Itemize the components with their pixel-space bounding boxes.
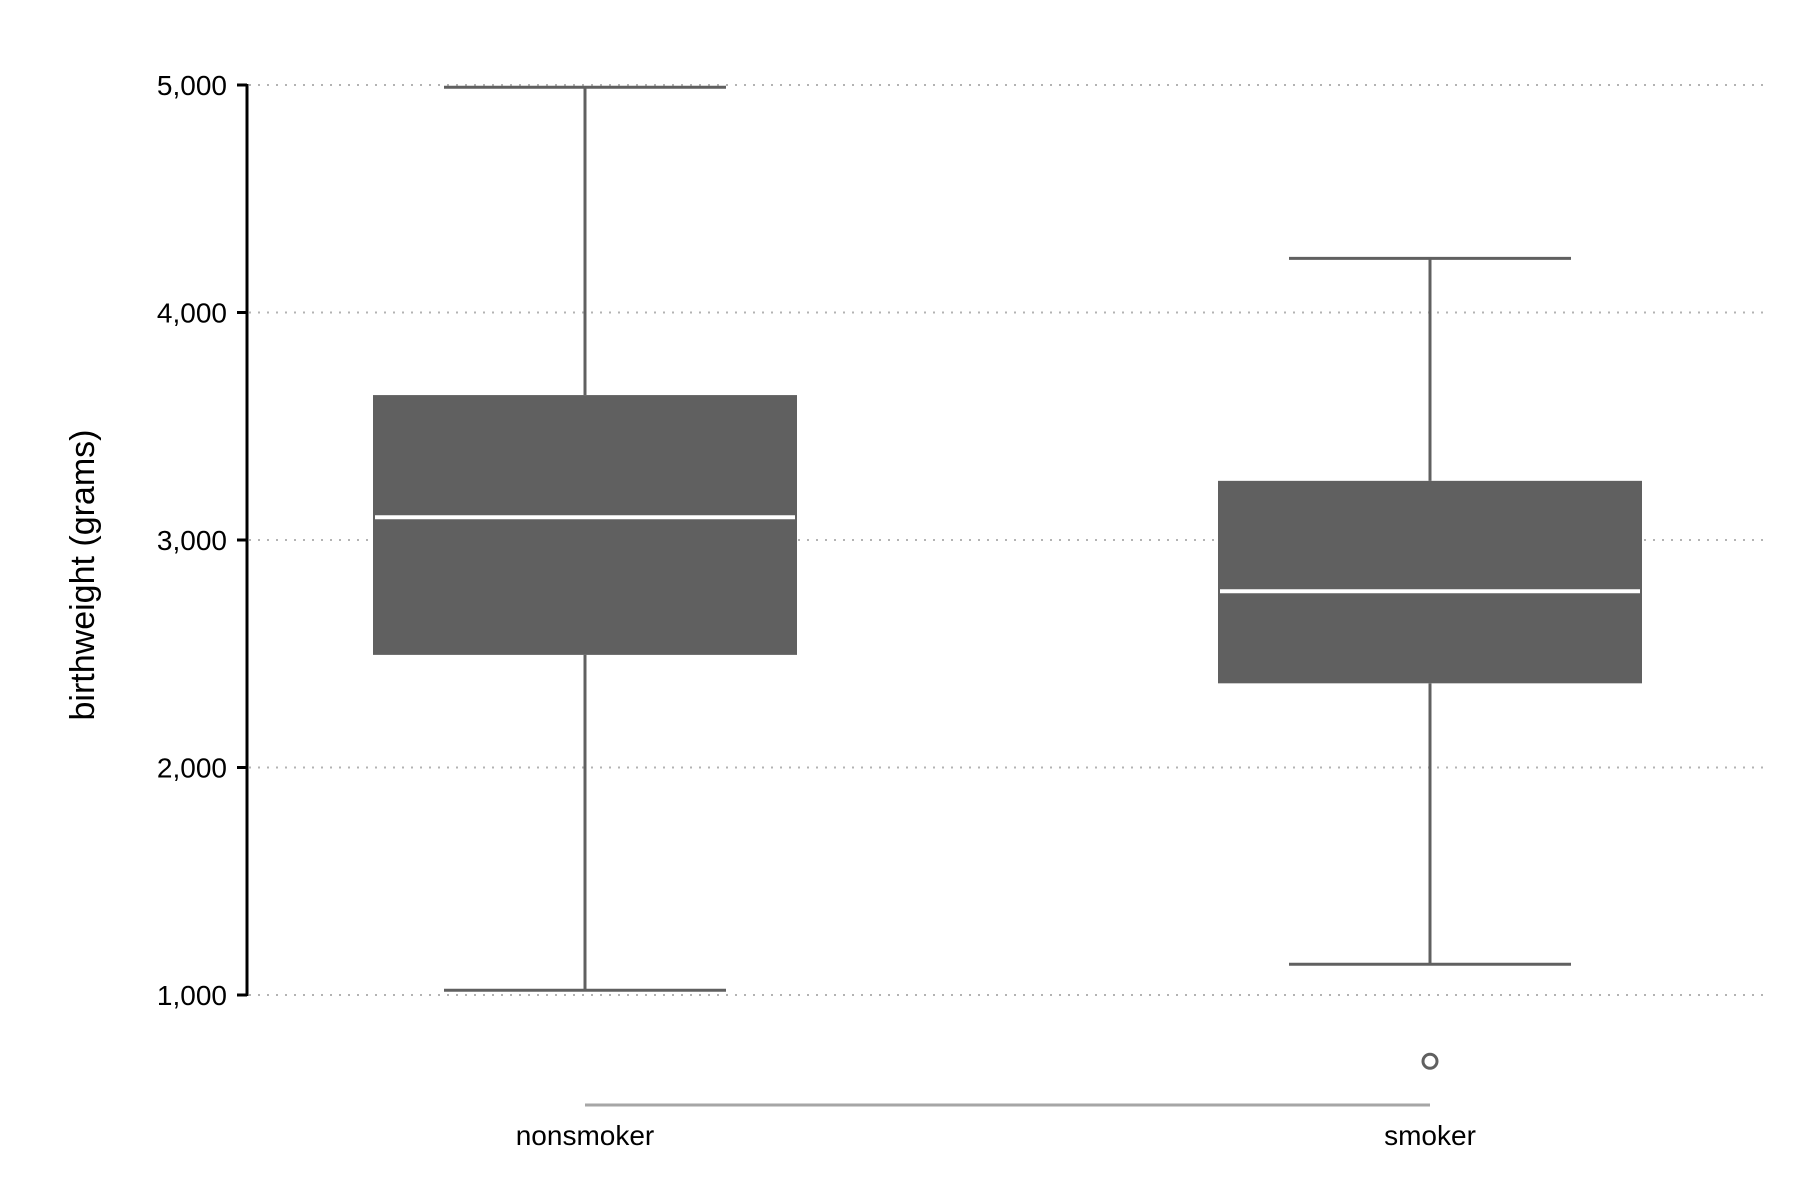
y-tick-label: 3,000 [157,525,227,556]
box-plots [373,85,1642,1070]
iqr-box [373,395,797,655]
box-nonsmoker [373,85,797,992]
y-tick-label: 2,000 [157,753,227,784]
y-tick-label: 5,000 [157,70,227,101]
category-axis: nonsmoker smoker [516,1103,1476,1151]
box-smoker [1218,256,1642,1070]
category-label-smoker: smoker [1384,1120,1476,1151]
category-label-nonsmoker: nonsmoker [516,1120,655,1151]
y-axis: 1,000 2,000 3,000 4,000 5,000 [157,70,249,1011]
y-axis-title: birthweight (grams) [64,430,102,721]
y-tick-label: 4,000 [157,298,227,329]
y-tick-label: 1,000 [157,980,227,1011]
outlier-point [1421,1052,1439,1070]
iqr-box [1218,480,1642,684]
